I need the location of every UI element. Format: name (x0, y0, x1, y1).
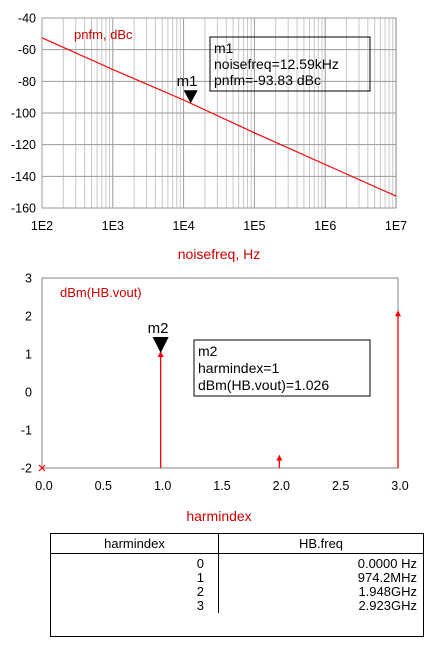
y-tick-label: -140 (11, 170, 36, 184)
table-cell-harmindex: 3 (51, 599, 219, 613)
x-tick-label: 1E3 (102, 219, 124, 233)
table-header-row: harmindex HB.freq (51, 534, 423, 554)
x-tick-label: 1E5 (243, 219, 265, 233)
y-tick-label: -160 (11, 202, 36, 216)
spectral-point-marker (38, 464, 46, 472)
chart1-grid (41, 17, 396, 209)
marker-m1-label: m1 (177, 73, 198, 90)
y-tick-label: -60 (18, 43, 36, 57)
marker-m1-readout-line: noisefreq=12.59kHz (214, 56, 339, 72)
marker-m1-readout-box (209, 36, 371, 92)
marker-m2-label: m2 (148, 320, 169, 337)
column-header-hb-freq: HB.freq (218, 534, 423, 554)
y-tick-label: -40 (18, 12, 36, 26)
table-row: 3 2.923GHz (51, 599, 423, 613)
y-tick-label: -80 (18, 75, 36, 89)
harmonic-frequency-table: harmindex HB.freq 0 0.0000 Hz 1 974.2MHz… (51, 534, 423, 613)
chart1-series (41, 37, 397, 197)
x-tick-label: 1E6 (314, 219, 336, 233)
marker-m2-readout-line: m2 (198, 343, 218, 359)
table-cell-harmindex: 0 (51, 553, 219, 571)
table-cell-hb-freq: 0.0000 Hz (357, 556, 417, 571)
table-cell-hb-freq: 2.923GHz (358, 598, 417, 613)
table-cell-harmindex: 1 (51, 571, 219, 585)
x-tick-label: 1E7 (385, 219, 407, 233)
y-tick-label: -1 (21, 424, 32, 438)
phase-noise-chart: -40-60-80-100-120-140-160 1E2 1E3 1E4 1E5 1E… (11, 12, 407, 263)
harmonic-chart: 3 2 1 0 -1 -2 0.0 0.5 1.0 1.5 2.0 2.5 3.0 dBm(HB.vo… (21, 272, 409, 525)
chart1-x-ticks: 1E2 1E3 1E4 1E5 1E6 1E7 (31, 219, 407, 233)
y-tick-label: 1 (25, 348, 32, 362)
y-tick-label: -100 (11, 107, 36, 121)
marker-m2-readout-line: harmindex=1 (198, 360, 280, 376)
table-cell-harmindex: 2 (51, 585, 219, 599)
table-cell-hb-freq: 974.2MHz (357, 570, 417, 585)
y-tick-label: -120 (11, 138, 36, 152)
x-tick-label: 1.5 (213, 479, 230, 493)
y-tick-label: -2 (21, 462, 32, 476)
y-tick-label: 3 (25, 272, 32, 286)
y-tick-label: 0 (25, 386, 32, 400)
x-tick-label: 0.0 (35, 479, 52, 493)
marker-m2-triangle (152, 337, 169, 354)
x-tick-label: 3.0 (391, 479, 408, 493)
x-tick-label: 1.0 (154, 479, 171, 493)
marker-m2-readout-line: dBm(HB.vout)=1.026 (198, 377, 329, 393)
chart2-y-ticks: 3 2 1 0 -1 -2 (21, 272, 32, 476)
chart2-series (38, 310, 401, 472)
table-row: 2 1.948GHz (51, 585, 423, 599)
table-row: 1 974.2MHz (51, 571, 423, 585)
spectral-point-marker (276, 454, 283, 461)
table-cell-hb-freq: 1.948GHz (358, 584, 417, 599)
marker-m1-readout-line: pnfm=-93.83 dBc (214, 72, 321, 88)
marker-m1-triangle (183, 90, 198, 104)
x-tick-label: 0.5 (95, 479, 112, 493)
x-tick-label: 1E4 (172, 219, 194, 233)
table-row: 0 0.0000 Hz (51, 553, 423, 571)
marker-m2-readout-box (193, 339, 371, 397)
chart2-ylabel: dBm(HB.vout) (60, 285, 142, 300)
chart1-ylabel: pnfm, dBc (74, 27, 133, 42)
x-tick-label: 2.0 (273, 479, 290, 493)
chart1-y-ticks: -40 -60 -80 -100 -120 -140 -160 (11, 12, 36, 216)
x-tick-label: 2.5 (332, 479, 349, 493)
marker-m1-readout-line: m1 (214, 40, 234, 56)
spectral-point-marker (395, 310, 401, 317)
column-header-harmindex: harmindex (51, 534, 219, 554)
chart1-xlabel: noisefreq, Hz (178, 246, 260, 262)
chart2-x-ticks: 0.0 0.5 1.0 1.5 2.0 2.5 3.0 (35, 479, 408, 493)
harmonic-frequency-table-panel: harmindex HB.freq 0 0.0000 Hz 1 974.2MHz… (50, 533, 424, 637)
series-line-pnfm (41, 37, 397, 197)
chart2-xlabel: harmindex (186, 508, 251, 524)
spectral-point-marker (157, 351, 164, 358)
x-tick-label: 1E2 (31, 219, 53, 233)
y-tick-label: 2 (25, 310, 32, 324)
